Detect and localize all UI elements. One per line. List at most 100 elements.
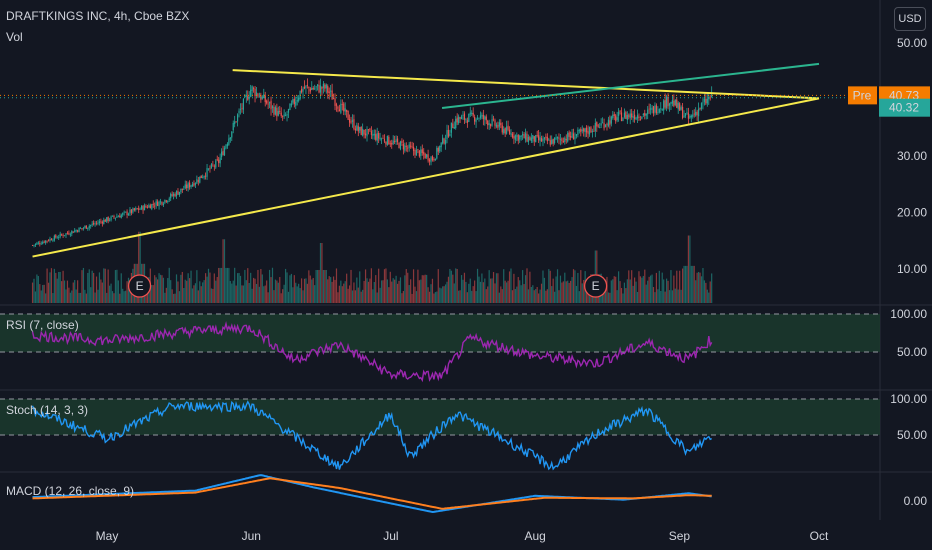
volume-bar <box>401 293 403 303</box>
candle-body <box>526 133 528 142</box>
volume-bar <box>421 275 423 303</box>
candle-body <box>439 146 441 152</box>
volume-bar <box>398 280 400 303</box>
volume-bar <box>274 279 277 303</box>
volume-bar <box>677 289 679 303</box>
candle-body <box>332 98 335 99</box>
volume-bar <box>359 271 361 303</box>
candle-body <box>556 137 559 139</box>
candle-body <box>401 140 403 144</box>
candle-body <box>455 118 457 129</box>
candle-body <box>674 100 676 105</box>
volume-bar <box>703 280 706 303</box>
candle-body <box>161 201 163 205</box>
candle-body <box>599 127 601 128</box>
volume-bar <box>382 280 384 303</box>
volume-bar <box>266 280 268 303</box>
candle-body <box>167 200 169 203</box>
candle-body <box>232 122 234 131</box>
candle-body <box>583 128 585 132</box>
candle-body <box>194 183 197 185</box>
volume-bar <box>540 283 543 303</box>
candle-body <box>421 149 423 153</box>
volume-bar <box>645 284 647 303</box>
volume-bar <box>556 269 559 303</box>
candle-body <box>178 191 181 196</box>
volume-bar <box>408 285 410 303</box>
candle-body <box>254 88 256 97</box>
candle-body <box>552 138 554 144</box>
candle-body <box>238 110 240 114</box>
volume-bar <box>155 277 157 303</box>
volume-bar <box>346 273 348 303</box>
candle-body <box>261 96 263 99</box>
volume-bar <box>45 293 47 303</box>
candle-body <box>113 216 115 218</box>
trendline-descending-resistance <box>232 69 820 100</box>
volume-label: Vol <box>6 30 23 44</box>
volume-bar <box>234 267 236 303</box>
candle-body <box>697 108 700 117</box>
volume-bar <box>220 267 223 303</box>
volume-bar <box>481 273 483 303</box>
volume-bar <box>428 291 431 303</box>
volume-bar <box>439 287 441 303</box>
candle-body <box>351 119 354 122</box>
volume-bar <box>680 289 682 303</box>
volume-bar <box>43 284 45 303</box>
currency-button[interactable]: USD <box>894 7 926 31</box>
candle-body <box>346 109 348 112</box>
candle-body <box>43 241 45 243</box>
candle-body <box>536 135 538 137</box>
volume-bar <box>311 279 313 303</box>
volume-bar <box>62 270 64 303</box>
volume-bar <box>232 280 234 303</box>
volume-bar <box>367 281 370 303</box>
candle-body <box>474 116 476 122</box>
candle-body <box>347 110 349 120</box>
candle-body <box>204 175 207 177</box>
candle-body <box>686 112 688 114</box>
candle-body <box>503 129 505 134</box>
candle-body <box>693 113 695 115</box>
candle-body <box>402 143 404 150</box>
volume-bar <box>103 268 105 303</box>
candle-body <box>424 154 426 159</box>
volume-bar <box>491 278 493 303</box>
candle-body <box>248 96 250 99</box>
volume-bar <box>692 265 694 303</box>
candle-body <box>279 111 281 112</box>
candle-body <box>641 116 643 119</box>
volume-bar <box>72 282 74 303</box>
candle-body <box>527 137 530 143</box>
volume-bar <box>303 278 306 303</box>
volume-bar <box>610 280 612 303</box>
volume-bar <box>683 265 685 303</box>
candle-body <box>274 107 277 115</box>
candle-body <box>591 131 594 132</box>
volume-bar <box>546 289 548 303</box>
volume-bar <box>383 269 386 303</box>
candle-body <box>629 113 631 118</box>
candle-body <box>680 107 682 110</box>
volume-bar <box>437 269 439 303</box>
volume-bar <box>651 274 653 303</box>
candle-body <box>458 116 460 123</box>
candle-body <box>91 223 93 225</box>
candle-body <box>622 117 624 122</box>
candle-body <box>658 108 660 113</box>
candle-body <box>341 104 343 105</box>
candle-body <box>47 240 50 242</box>
candle-body <box>56 237 58 239</box>
volume-bar <box>107 269 109 303</box>
candle-body <box>87 227 89 229</box>
volume-bar <box>177 281 179 303</box>
candle-body <box>504 128 506 134</box>
volume-bar <box>485 289 487 303</box>
candle-body <box>369 128 371 131</box>
volume-bar <box>229 280 231 303</box>
volume-bar <box>126 281 128 303</box>
candle-body <box>679 103 681 111</box>
candle-body <box>540 138 543 142</box>
